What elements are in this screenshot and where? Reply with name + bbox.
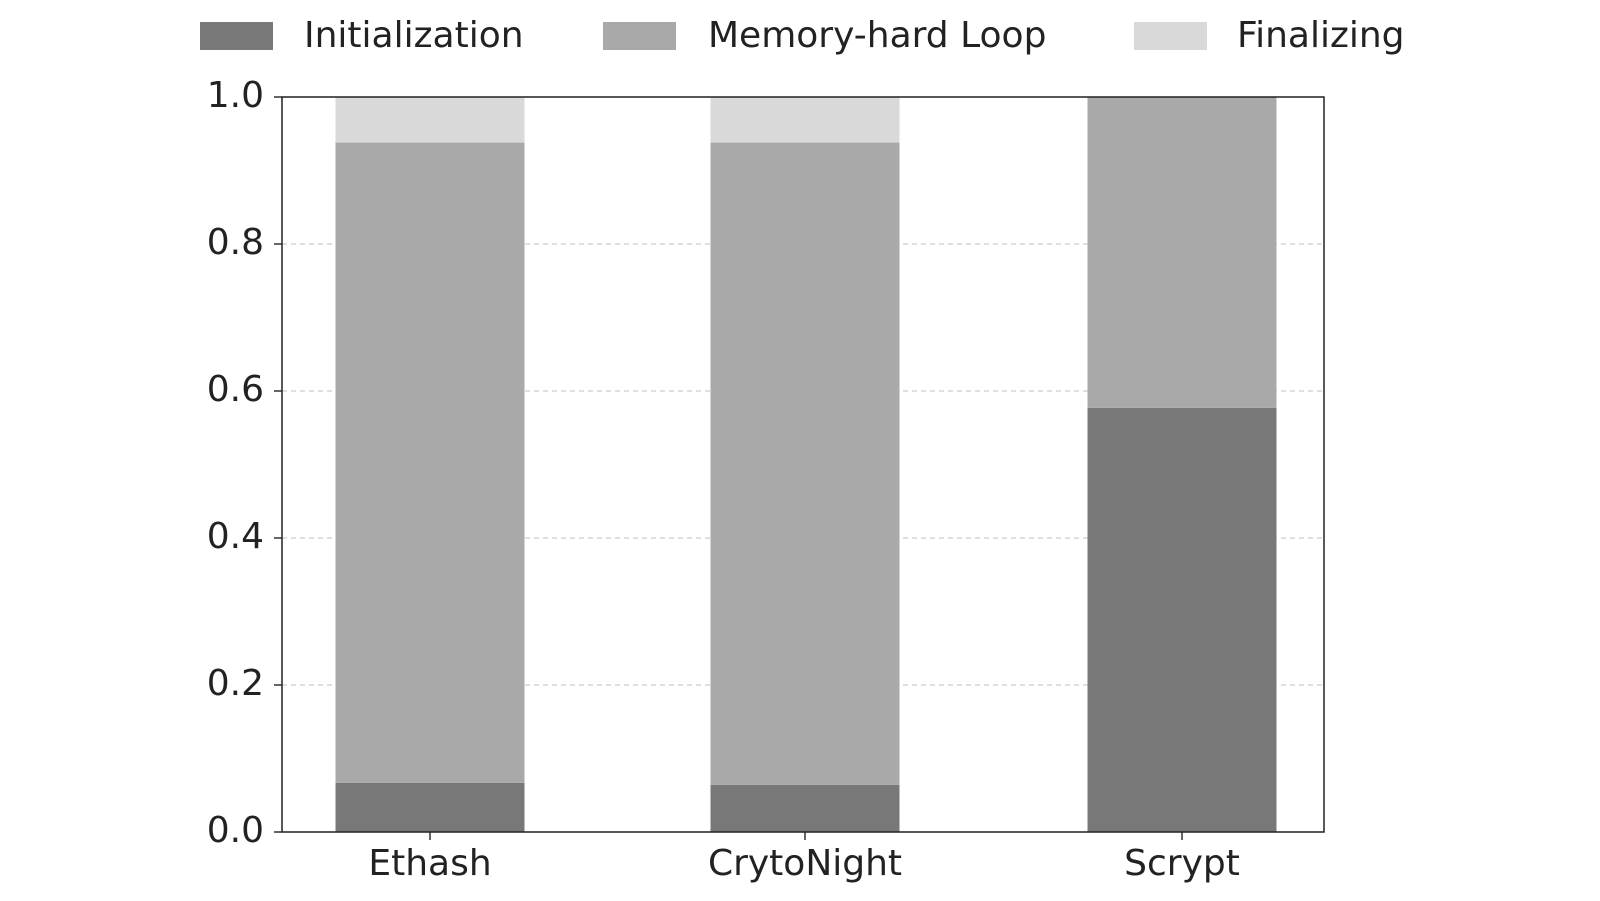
bar-segment [335, 142, 525, 783]
y-tick-label: 0.0 [207, 810, 264, 851]
legend-label: Memory-hard Loop [708, 15, 1046, 56]
bar-segment [710, 97, 900, 143]
y-tick-label: 0.4 [207, 516, 264, 557]
bar-segment [335, 782, 525, 832]
y-tick-label: 1.0 [207, 75, 264, 116]
x-tick-label: CrytoNight [708, 843, 902, 884]
legend-swatch [603, 22, 676, 50]
legend-swatch [200, 22, 273, 50]
bar-segment [1087, 407, 1277, 832]
legend-swatch [1134, 22, 1207, 50]
bar-segment [335, 97, 525, 143]
legend-label: Initialization [304, 15, 524, 56]
plot-frame [281, 96, 1325, 833]
bar-segment [710, 142, 900, 785]
y-tick-label: 0.8 [207, 222, 264, 263]
y-tick-label: 0.6 [207, 369, 264, 410]
legend-label: Finalizing [1237, 15, 1405, 56]
bar-segment [1087, 97, 1277, 408]
bar-segment [710, 784, 900, 832]
x-tick-label: Ethash [368, 843, 491, 884]
x-tick-label: Scrypt [1124, 843, 1240, 884]
y-tick-label: 0.2 [207, 663, 264, 704]
